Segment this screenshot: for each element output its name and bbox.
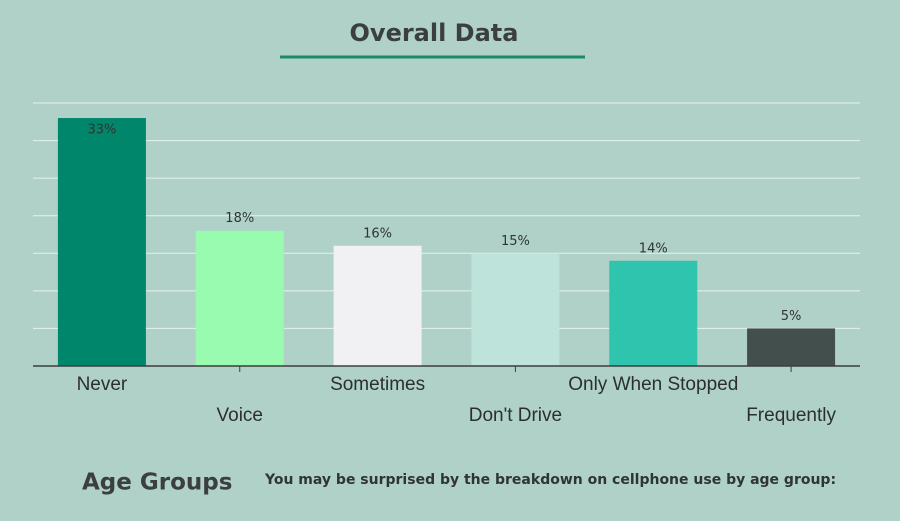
x-tick-label: Never	[77, 374, 128, 395]
x-tick-label: Don't Drive	[469, 405, 562, 426]
value-label: 16%	[363, 226, 392, 241]
x-tick-label: Frequently	[746, 405, 836, 426]
bar	[333, 245, 422, 366]
bar	[471, 253, 560, 366]
bar	[609, 260, 698, 366]
value-label: 33%	[87, 123, 116, 138]
x-tick-label: Only When Stopped	[568, 374, 738, 395]
value-label: 14%	[639, 241, 668, 256]
footer-heading: Age Groups	[82, 470, 232, 496]
bar	[747, 328, 836, 366]
x-tick-label: Voice	[217, 405, 263, 426]
bar	[195, 230, 284, 366]
value-label: 15%	[501, 234, 530, 249]
bar	[57, 118, 146, 367]
chart-title: Overall Data	[350, 19, 519, 47]
x-tick-label: Sometimes	[330, 374, 425, 395]
value-label: 5%	[781, 309, 802, 324]
value-label: 18%	[225, 211, 254, 226]
footer-text: You may be surprised by the breakdown on…	[264, 472, 836, 488]
